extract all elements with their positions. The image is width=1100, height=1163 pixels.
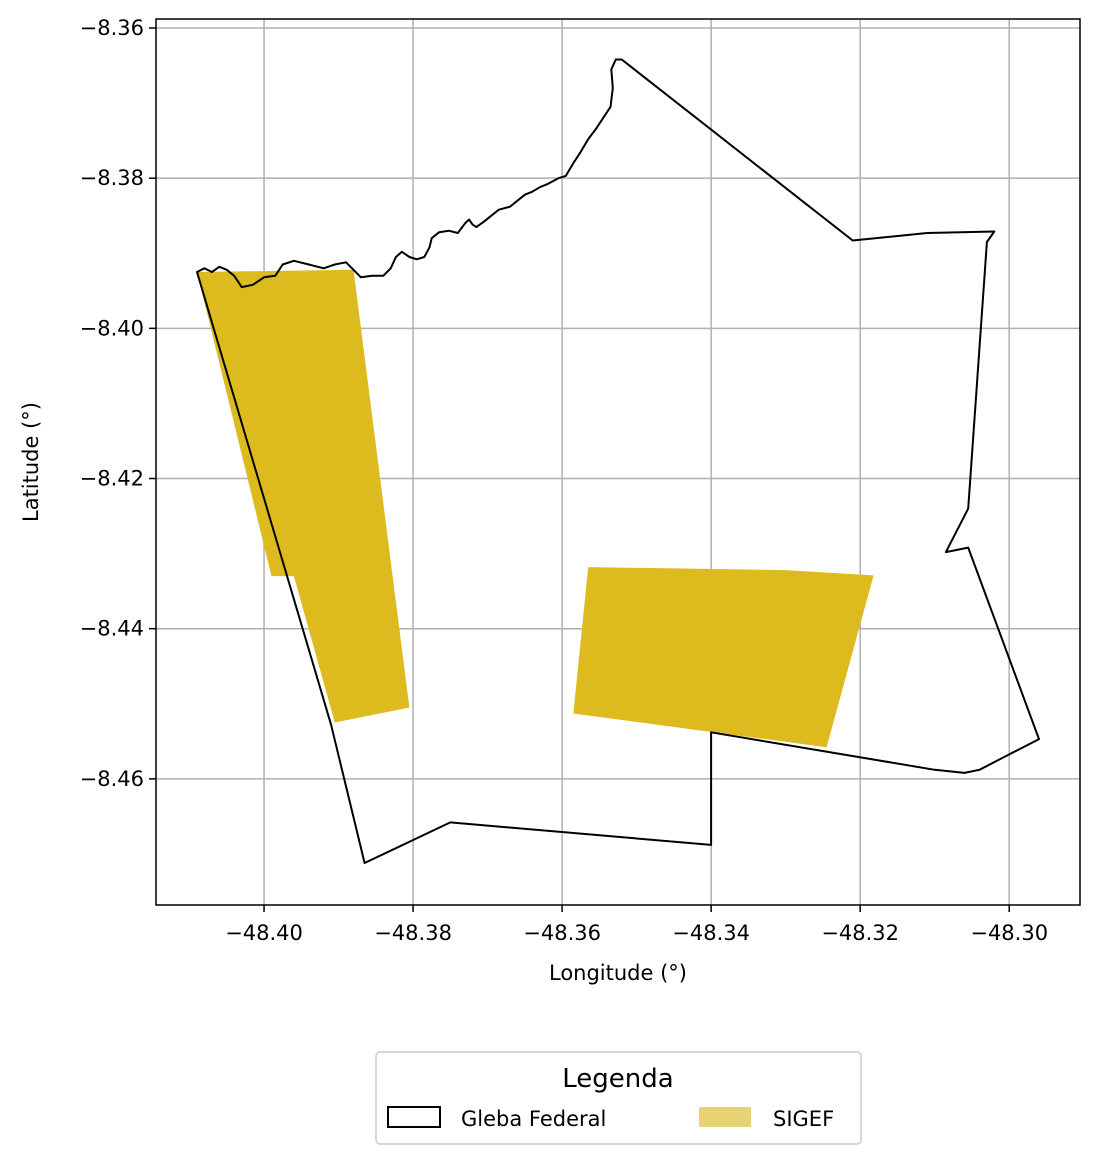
legend-label-gleba-federal: Gleba Federal [461,1107,606,1131]
gleba-federal-boundary [196,58,1040,864]
x-tick-label: −48.32 [821,921,899,945]
y-axis-label: Latitude (°) [19,402,43,522]
gleba-federal-layer [196,58,1040,864]
plot-frame [155,18,1081,906]
sigef-parcel [573,567,874,748]
y-tick-label: −8.36 [80,16,144,40]
x-tick-label: −48.36 [523,921,601,945]
x-tick-label: −48.38 [374,921,452,945]
y-tick-label: −8.40 [80,316,144,340]
x-axis-ticks: −48.40 −48.38 −48.36 −48.34 −48.32 −48.30 [225,905,1048,945]
x-tick-label: −48.40 [225,921,303,945]
x-axis-label: Longitude (°) [549,961,687,985]
legend-swatch-gleba-federal [387,1106,441,1128]
legend: Legenda Gleba Federal SIGEF [375,1051,862,1145]
sigef-parcel [197,269,410,723]
y-tick-label: −8.42 [80,467,144,491]
legend-label-sigef: SIGEF [773,1107,834,1131]
y-axis-ticks: −8.36 −8.38 −8.40 −8.42 −8.44 −8.46 [80,16,156,791]
y-tick-label: −8.38 [80,166,144,190]
x-tick-label: −48.30 [970,921,1048,945]
y-tick-label: −8.44 [80,617,144,641]
sigef-layer [197,269,874,748]
x-tick-label: −48.34 [672,921,750,945]
y-tick-label: −8.46 [80,767,144,791]
legend-title: Legenda [562,1064,673,1094]
legend-swatch-sigef [699,1107,751,1127]
